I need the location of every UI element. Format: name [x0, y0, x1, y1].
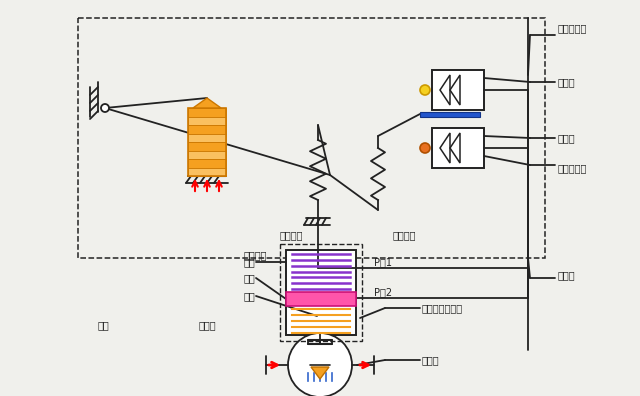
Text: 上喷嘴: 上喷嘴: [558, 77, 575, 87]
Circle shape: [420, 143, 430, 153]
Polygon shape: [188, 150, 226, 159]
Bar: [280, 244, 362, 341]
Text: P出2: P出2: [374, 287, 392, 297]
Bar: [286, 250, 356, 335]
Circle shape: [101, 104, 109, 112]
Polygon shape: [188, 133, 226, 142]
Bar: [432, 128, 484, 168]
Text: 调节阀: 调节阀: [422, 355, 440, 365]
Text: 杠杆: 杠杆: [97, 320, 109, 330]
Text: 波纹管: 波纹管: [198, 320, 216, 330]
Circle shape: [420, 85, 430, 95]
Text: 下喷嘴: 下喷嘴: [558, 133, 575, 143]
Bar: [78, 18, 545, 258]
Circle shape: [288, 333, 352, 396]
Text: 气缸: 气缸: [243, 257, 255, 267]
Polygon shape: [188, 125, 226, 133]
Bar: [420, 112, 480, 117]
Polygon shape: [188, 108, 226, 116]
Polygon shape: [188, 142, 226, 150]
Text: 活塞: 活塞: [243, 273, 255, 283]
Polygon shape: [188, 159, 226, 168]
Text: 功率放大器: 功率放大器: [558, 163, 588, 173]
Text: 推杆: 推杆: [243, 291, 255, 301]
Text: 调零弹簧: 调零弹簧: [393, 230, 417, 240]
Bar: [286, 292, 356, 306]
Polygon shape: [188, 116, 226, 125]
Polygon shape: [193, 98, 221, 108]
Bar: [432, 70, 484, 110]
Text: P出1: P出1: [374, 257, 392, 267]
Text: 活塞式执行机构: 活塞式执行机构: [422, 303, 463, 313]
Polygon shape: [188, 168, 226, 176]
Text: 反馈弹簧: 反馈弹簧: [280, 230, 303, 240]
Text: 定位器: 定位器: [558, 270, 575, 280]
Text: 信号压力: 信号压力: [243, 250, 267, 260]
Polygon shape: [311, 367, 329, 379]
Text: 功率放大器: 功率放大器: [558, 23, 588, 33]
Bar: [188, 108, 226, 176]
